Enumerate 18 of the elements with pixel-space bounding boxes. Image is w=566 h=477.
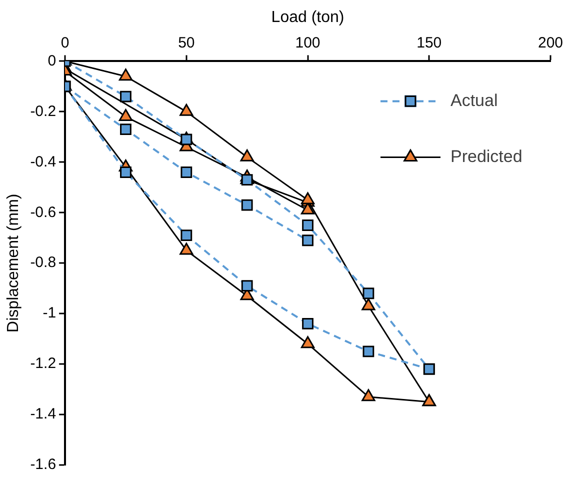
y-axis-title: Displacement (mm): [5, 194, 22, 332]
y-tick-label: -1.6: [30, 456, 56, 474]
x-tick-label: 200: [538, 34, 563, 52]
x-axis-title: Load (ton): [271, 9, 344, 26]
legend-label: Actual: [450, 90, 498, 110]
legend-label: Predicted: [450, 146, 522, 166]
y-tick-label: -1: [42, 304, 56, 322]
x-tick-label: 50: [178, 34, 195, 52]
y-tick-label: 0: [48, 52, 56, 70]
x-tick-label: 100: [295, 34, 320, 52]
y-tick-label: -0.2: [30, 102, 56, 120]
x-tick-label: 0: [60, 34, 70, 52]
y-tick-label: -0.6: [30, 204, 56, 221]
y-tick-label: -1.4: [30, 406, 56, 423]
y-tick-label: -0.8: [30, 254, 56, 272]
y-tick-label: -0.4: [30, 153, 56, 170]
x-tick-label: 150: [416, 34, 442, 52]
y-tick-label: -1.2: [30, 355, 56, 372]
